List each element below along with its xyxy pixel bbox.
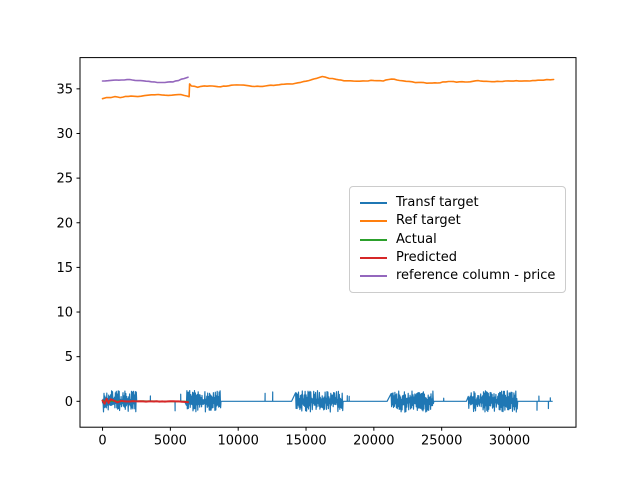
legend-line-swatch — [360, 202, 387, 204]
y-tick-label: 0 — [65, 395, 73, 410]
series-line — [101, 76, 189, 84]
axes-spines — [79, 57, 577, 428]
y-tick-label: 10 — [56, 306, 73, 321]
legend-label: reference column - price — [396, 268, 556, 283]
y-tick-label: 25 — [56, 172, 73, 187]
legend-item-predicted: Predicted — [360, 249, 555, 267]
x-tick-label: 20000 — [353, 434, 394, 449]
series-line — [101, 75, 555, 100]
x-tick-label: 25000 — [421, 434, 462, 449]
legend-label: Actual — [396, 231, 437, 247]
legend-line-swatch — [360, 220, 387, 223]
y-tick-label: 15 — [56, 261, 73, 276]
y-tick-label: 20 — [56, 216, 73, 231]
series-line — [101, 397, 189, 405]
legend-item-transf-target: Transf target — [360, 194, 555, 212]
y-tick-label: 35 — [56, 82, 73, 97]
x-tick-label: 15000 — [285, 434, 326, 449]
legend-label: Predicted — [396, 249, 458, 265]
legend-item-ref-target: Ref target — [360, 212, 555, 230]
y-tick-label: 30 — [56, 127, 73, 142]
x-tick-label: 0 — [98, 434, 106, 449]
legend-label: Transf target — [396, 195, 479, 210]
x-tick-label: 30000 — [489, 434, 530, 449]
x-tick-label: 5000 — [154, 434, 187, 449]
legend-item-actual: Actual — [360, 231, 555, 249]
y-tick-label: 5 — [65, 350, 73, 365]
legend-label: Ref target — [396, 213, 461, 229]
legend-item-reference-column-price: reference column - price — [360, 267, 555, 285]
legend-line-swatch — [360, 238, 387, 241]
x-tick-label: 10000 — [218, 434, 259, 449]
legend-line-swatch — [360, 256, 387, 259]
legend: Transf target Ref target Actual Predicte… — [349, 186, 567, 293]
legend-line-swatch — [360, 275, 387, 277]
